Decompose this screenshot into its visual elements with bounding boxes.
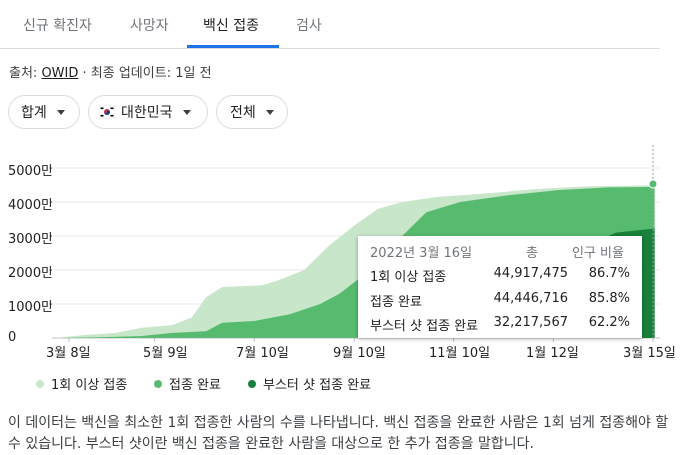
last-updated: · 최종 업데이트: 1일 전 — [82, 66, 212, 81]
x-tick-label: 11월 10일 — [429, 346, 491, 361]
y-tick-label: 3000만 — [8, 232, 54, 247]
y-tick-label: 5000만 — [8, 164, 54, 179]
legend-dot-icon — [154, 380, 162, 388]
tab-vaccination[interactable]: 백신 접종 — [203, 18, 259, 34]
scope-dropdown[interactable]: 전체 — [216, 95, 288, 129]
total-dropdown-label: 합계 — [21, 105, 47, 121]
x-tick-label: 7월 10일 — [236, 346, 289, 361]
tooltip-row-ratio: 85.8% — [588, 291, 630, 306]
active-tab-indicator — [187, 45, 279, 48]
tooltip-row-total: 32,217,567 — [493, 315, 568, 330]
tab-new-cases[interactable]: 신규 확진자 — [23, 18, 92, 34]
tooltip-row-label: 접종 완료 — [370, 295, 422, 310]
chevron-down-icon — [265, 109, 274, 115]
source-line: 출처: OWID · 최종 업데이트: 1일 전 — [9, 62, 212, 81]
total-dropdown[interactable]: 합계 — [8, 95, 80, 129]
x-tick-label: 1월 12일 — [526, 346, 579, 361]
tooltip-total-header: 총 — [526, 246, 538, 261]
scope-dropdown-label: 전체 — [230, 105, 256, 121]
legend-item[interactable]: 부스터 샷 접종 완료 — [248, 374, 371, 393]
tooltip-row: 부스터 샷 접종 완료 32,217,567 62.2% — [358, 315, 642, 337]
legend-item[interactable]: 1회 이상 접종 — [36, 374, 127, 393]
hover-dot — [648, 179, 658, 189]
x-tick-label: 3월 8일 — [46, 346, 91, 361]
country-dropdown-label: 대한민국 — [121, 105, 173, 121]
y-tick-label: 4000만 — [8, 198, 54, 213]
tooltip-date: 2022년 3월 16일 — [370, 246, 473, 261]
tooltip-row-total: 44,446,716 — [493, 291, 568, 306]
legend-label: 접종 완료 — [169, 378, 221, 393]
x-tick-label: 5월 9일 — [143, 346, 188, 361]
legend-label: 부스터 샷 접종 완료 — [263, 378, 372, 393]
legend-item[interactable]: 접종 완료 — [154, 374, 221, 393]
tooltip-row: 1회 이상 접종 44,917,475 86.7% — [358, 266, 642, 288]
source-prefix: 출처: — [9, 66, 38, 81]
y-tick-label: 2000만 — [8, 266, 54, 281]
y-tick-label: 0 — [8, 330, 17, 345]
tooltip-row: 접종 완료 44,446,716 85.8% — [358, 291, 642, 313]
tooltip-row-ratio: 62.2% — [588, 315, 630, 330]
country-dropdown[interactable]: 대한민국 — [88, 95, 208, 129]
south-korea-flag-icon — [99, 105, 115, 119]
tooltip-header: 2022년 3월 16일 총 인구 비율 — [358, 242, 642, 264]
tab-testing[interactable]: 검사 — [296, 18, 322, 34]
legend-dot-icon — [248, 380, 256, 388]
tab-deaths[interactable]: 사망자 — [130, 18, 169, 34]
chart-description: 이 데이터는 백신을 최소한 1회 접종한 사람의 수를 나타냅니다. 백신 접… — [8, 415, 669, 452]
tooltip-row-total: 44,917,475 — [493, 266, 568, 281]
y-tick-label: 1000만 — [8, 300, 54, 315]
chevron-down-icon — [182, 109, 191, 115]
source-link[interactable]: OWID — [41, 66, 79, 81]
x-tick-label: 9월 10일 — [333, 346, 386, 361]
tooltip-row-label: 부스터 샷 접종 완료 — [370, 319, 479, 334]
legend-label: 1회 이상 접종 — [51, 378, 128, 393]
x-tick-label: 3월 15일 — [623, 346, 676, 361]
tooltip-row-ratio: 86.7% — [588, 266, 630, 281]
tab-bar: 신규 확진자 사망자 백신 접종 검사 — [0, 0, 660, 49]
chevron-down-icon — [56, 109, 65, 115]
tooltip-ratio-header: 인구 비율 — [572, 246, 624, 261]
legend-dot-icon — [36, 380, 44, 388]
tooltip-row-label: 1회 이상 접종 — [370, 270, 447, 285]
chart-tooltip: 2022년 3월 16일 총 인구 비율 1회 이상 접종 44,917,475… — [358, 236, 642, 338]
